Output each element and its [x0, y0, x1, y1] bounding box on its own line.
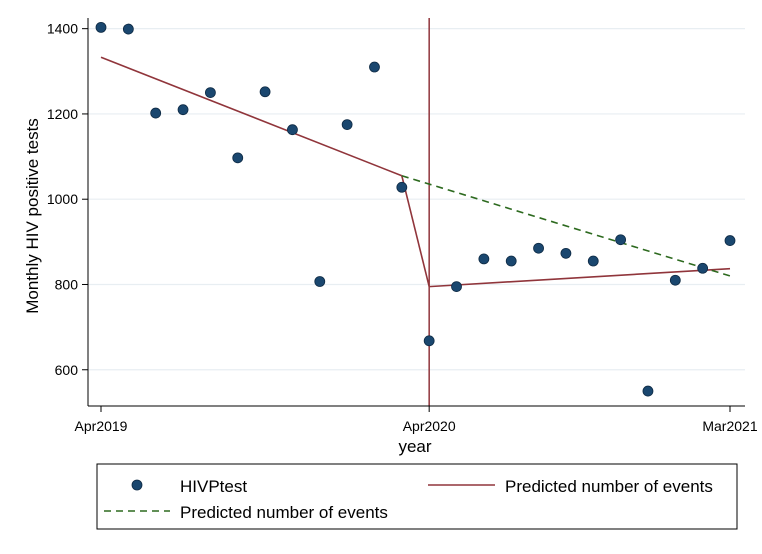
axes: 600 800 1000 1200 1400 Apr2019 Apr2020 Mar2021: [47, 18, 758, 434]
data-point: [423, 335, 435, 347]
predicted-line-segment: [100, 56, 403, 177]
y-tick-label: 1000: [47, 191, 78, 207]
y-tick-label: 600: [55, 362, 79, 378]
data-point: [122, 23, 134, 35]
data-point: [204, 87, 216, 99]
legend-label-dashed: Predicted number of events: [180, 503, 388, 522]
y-tick-label: 1200: [47, 106, 78, 122]
data-point: [177, 104, 189, 116]
gridlines: [88, 28, 745, 371]
data-point: [396, 181, 408, 193]
counterfactual-line-segment: [401, 174, 731, 277]
y-axis-title: Monthly HIV positive tests: [23, 118, 42, 314]
data-point: [150, 107, 162, 119]
data-point: [615, 234, 627, 246]
x-tick-label: Apr2020: [403, 418, 456, 434]
data-point: [669, 274, 681, 286]
data-point: [642, 385, 654, 397]
data-point: [560, 247, 572, 259]
y-tick-label: 1400: [47, 21, 78, 37]
data-point: [478, 253, 490, 265]
data-point: [724, 235, 736, 246]
legend-label-solid: Predicted number of events: [505, 477, 713, 496]
predicted-line-segment: [429, 267, 731, 288]
predicted-line-segment: [401, 175, 430, 287]
x-tick-label: Mar2021: [702, 418, 757, 434]
data-point: [314, 276, 326, 287]
data-point: [697, 262, 709, 274]
data-point: [95, 21, 107, 33]
data-point: [505, 255, 517, 267]
data-point: [341, 119, 353, 130]
legend: HIVPtest Predicted number of events Predic…: [96, 463, 738, 530]
data-point: [287, 124, 298, 136]
legend-marker-points: [131, 479, 143, 491]
data-point: [451, 281, 462, 293]
predicted-lines: [100, 56, 731, 288]
data-points: [95, 21, 736, 397]
legend-box: [96, 463, 738, 530]
data-point: [533, 242, 544, 254]
x-axis-title: year: [398, 437, 431, 456]
data-point: [232, 152, 244, 164]
data-point: [369, 61, 380, 73]
x-tick-label: Apr2019: [75, 418, 128, 434]
y-tick-label: 800: [55, 276, 79, 292]
data-point: [587, 255, 599, 267]
legend-label-points: HIVPtest: [180, 477, 247, 496]
data-point: [259, 86, 271, 98]
